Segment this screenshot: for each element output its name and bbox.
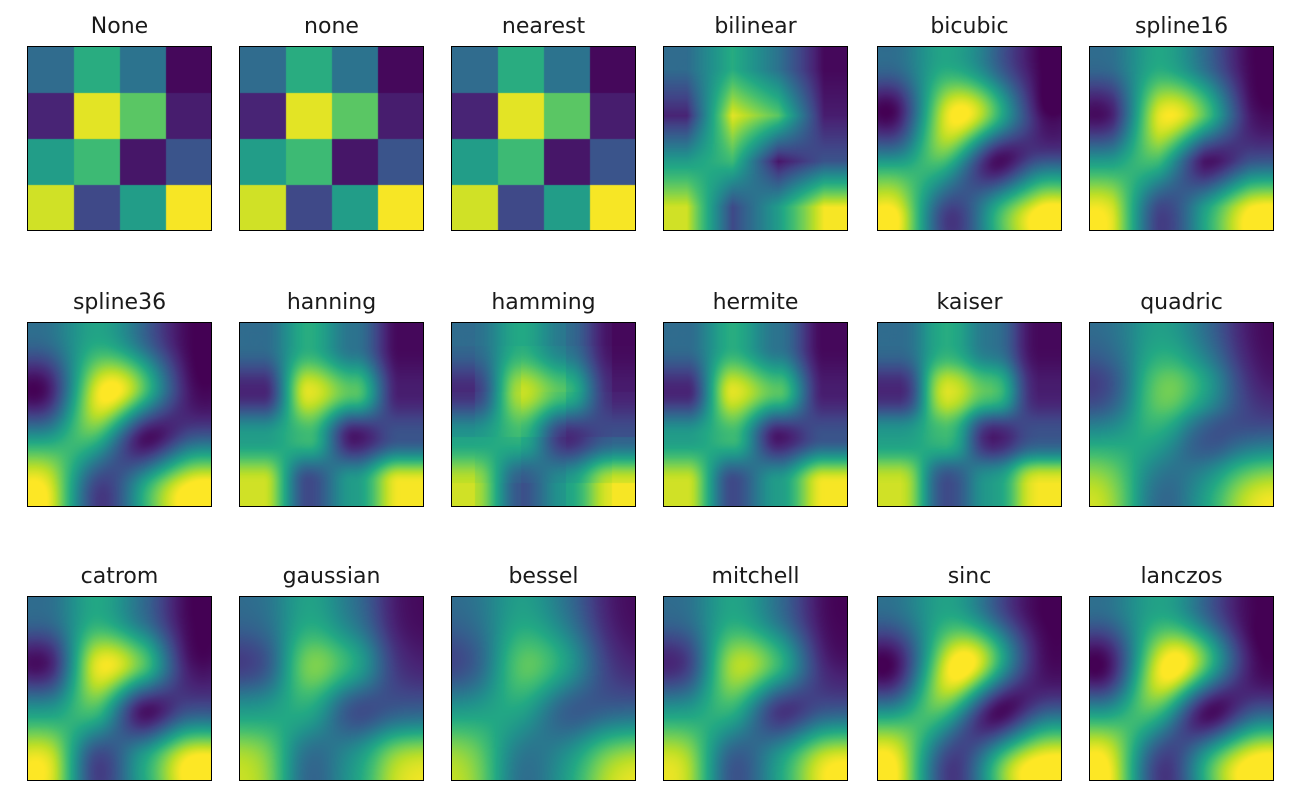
heatmap-axes [27, 322, 212, 507]
subplot-title: lanczos [1140, 564, 1223, 589]
heatmap-image [452, 323, 635, 506]
heatmap-image [240, 47, 423, 230]
subplot-title: bicubic [930, 14, 1009, 39]
heatmap-axes [239, 46, 424, 231]
heatmap-image [452, 597, 635, 780]
heatmap-axes [451, 322, 636, 507]
subplot-title: gaussian [282, 564, 381, 589]
heatmap-image [878, 597, 1061, 780]
heatmap-axes [451, 596, 636, 781]
heatmap-axes [663, 322, 848, 507]
subplot-title: None [90, 14, 149, 39]
heatmap-axes [663, 46, 848, 231]
heatmap-image [452, 47, 635, 230]
heatmap-image [28, 597, 211, 780]
subplot-title: quadric [1140, 290, 1223, 315]
subplot-title: spline16 [1134, 14, 1229, 39]
heatmap-axes [1089, 596, 1274, 781]
subplot-title: sinc [947, 564, 992, 589]
heatmap-image [664, 47, 847, 230]
heatmap-axes [451, 46, 636, 231]
heatmap-image [1090, 47, 1273, 230]
heatmap-axes [27, 46, 212, 231]
subplot-title: bessel [508, 564, 579, 589]
heatmap-axes [27, 596, 212, 781]
heatmap-axes [239, 596, 424, 781]
subplot-title: none [304, 14, 359, 39]
heatmap-axes [877, 322, 1062, 507]
heatmap-image [28, 47, 211, 230]
heatmap-image [240, 323, 423, 506]
subplot-title: hamming [491, 290, 596, 315]
heatmap-axes [663, 596, 848, 781]
heatmap-image [1090, 323, 1273, 506]
subplot-title: bilinear [714, 14, 797, 39]
heatmap-image [878, 323, 1061, 506]
heatmap-image [878, 47, 1061, 230]
heatmap-axes [239, 322, 424, 507]
heatmap-image [240, 597, 423, 780]
subplot-title: catrom [80, 564, 159, 589]
subplot-title: nearest [501, 14, 586, 39]
heatmap-axes [877, 596, 1062, 781]
subplot-title: kaiser [936, 290, 1003, 315]
heatmap-axes [1089, 322, 1274, 507]
heatmap-image [664, 323, 847, 506]
subplot-title: mitchell [711, 564, 800, 589]
subplot-title: hermite [712, 290, 799, 315]
subplot-title: spline36 [72, 290, 167, 315]
heatmap-image [664, 597, 847, 780]
heatmap-image [1090, 597, 1273, 780]
subplot-title: hanning [286, 290, 377, 315]
heatmap-axes [877, 46, 1062, 231]
heatmap-image [28, 323, 211, 506]
heatmap-axes [1089, 46, 1274, 231]
